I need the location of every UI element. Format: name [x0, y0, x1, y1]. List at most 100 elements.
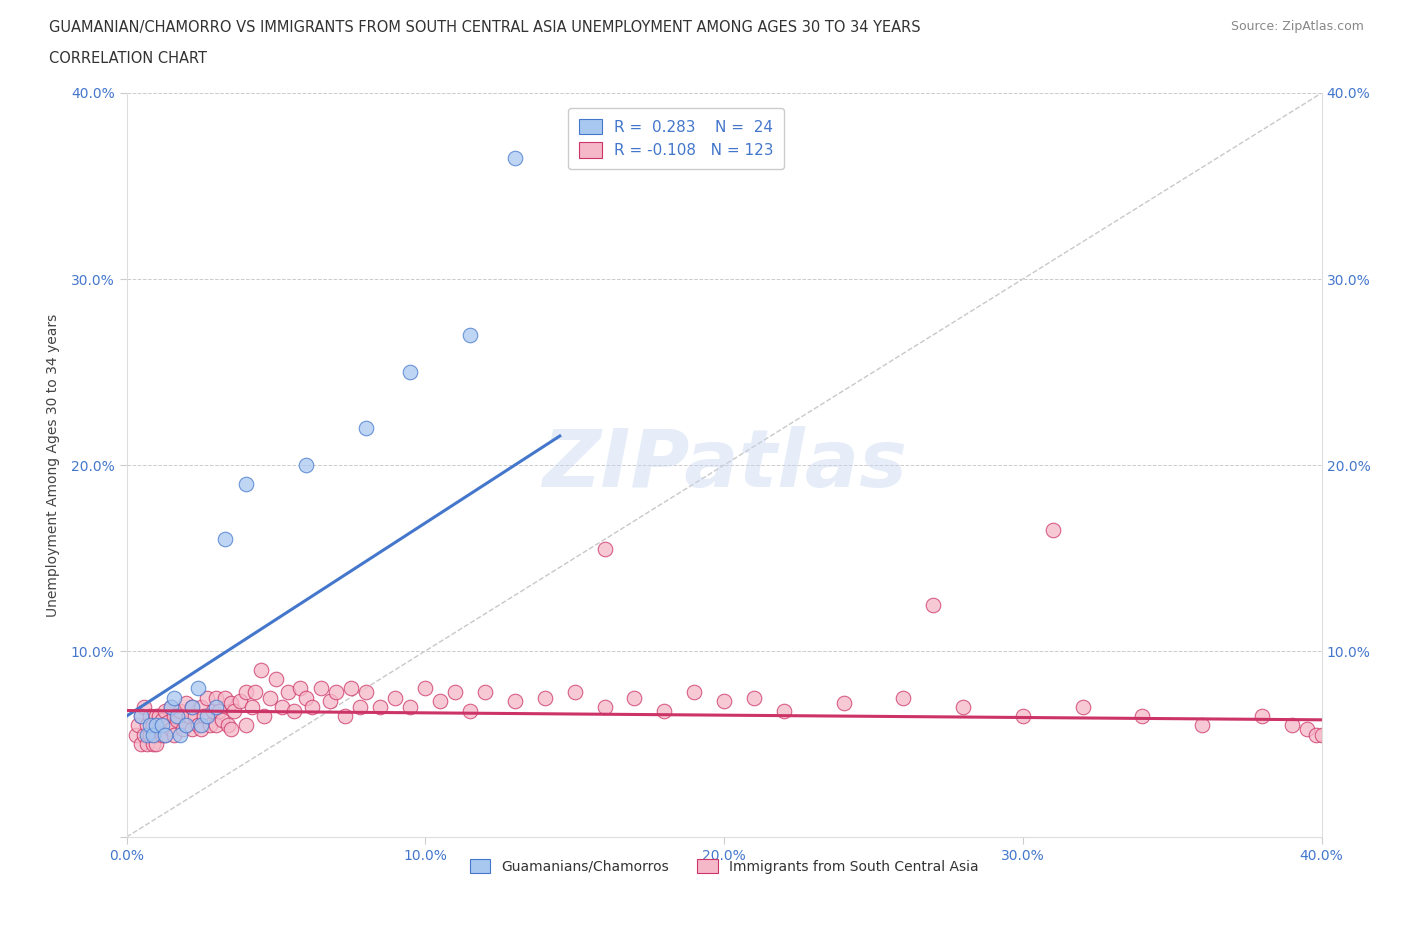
Point — [1310, 727, 1333, 742]
Point — [301, 699, 323, 714]
Point — [1251, 709, 1274, 724]
Point — [593, 699, 616, 714]
Point — [652, 703, 675, 718]
Point — [145, 727, 167, 742]
Point — [205, 690, 228, 705]
Point — [174, 718, 197, 733]
Point — [1042, 523, 1064, 538]
Point — [253, 709, 276, 724]
Point — [277, 684, 299, 699]
Point — [184, 709, 207, 724]
Point — [1281, 718, 1303, 733]
Point — [832, 696, 855, 711]
Point — [415, 681, 437, 696]
Point — [155, 727, 177, 742]
Point — [205, 699, 228, 714]
Point — [139, 727, 162, 742]
Point — [160, 722, 183, 737]
Point — [474, 684, 496, 699]
Point — [166, 712, 188, 727]
Point — [217, 718, 239, 733]
Point — [399, 365, 422, 379]
Point — [235, 684, 257, 699]
Point — [131, 737, 153, 751]
Point — [181, 699, 204, 714]
Point — [157, 714, 180, 729]
Point — [145, 718, 167, 733]
Point — [534, 690, 557, 705]
Point — [593, 541, 616, 556]
Point — [1130, 709, 1153, 724]
Point — [235, 718, 257, 733]
Point — [333, 709, 356, 724]
Text: ZIPatlas: ZIPatlas — [541, 426, 907, 504]
Point — [136, 718, 159, 733]
Point — [163, 709, 186, 724]
Point — [181, 699, 204, 714]
Point — [174, 718, 197, 733]
Point — [742, 690, 765, 705]
Point — [214, 690, 236, 705]
Point — [1191, 718, 1213, 733]
Point — [145, 737, 167, 751]
Point — [187, 718, 209, 733]
Point — [195, 690, 218, 705]
Point — [219, 722, 242, 737]
Point — [339, 681, 361, 696]
Point — [127, 718, 149, 733]
Point — [134, 699, 156, 714]
Point — [152, 712, 174, 727]
Point — [181, 722, 204, 737]
Point — [190, 718, 212, 733]
Point — [683, 684, 706, 699]
Point — [139, 709, 162, 724]
Point — [399, 699, 422, 714]
Point — [208, 703, 231, 718]
Point — [148, 709, 170, 724]
Point — [145, 709, 167, 724]
Point — [222, 703, 246, 718]
Point — [922, 597, 945, 612]
Point — [1011, 709, 1033, 724]
Point — [270, 699, 294, 714]
Point — [1071, 699, 1094, 714]
Y-axis label: Unemployment Among Ages 30 to 34 years: Unemployment Among Ages 30 to 34 years — [46, 313, 59, 617]
Point — [503, 151, 526, 166]
Point — [163, 690, 186, 705]
Text: CORRELATION CHART: CORRELATION CHART — [49, 51, 207, 66]
Point — [190, 722, 212, 737]
Point — [354, 684, 377, 699]
Point — [354, 420, 377, 435]
Point — [214, 532, 236, 547]
Point — [193, 709, 215, 724]
Point — [142, 727, 165, 742]
Point — [202, 703, 225, 718]
Point — [623, 690, 645, 705]
Point — [243, 684, 266, 699]
Point — [444, 684, 467, 699]
Point — [152, 718, 174, 733]
Point — [283, 703, 305, 718]
Point — [200, 718, 222, 733]
Point — [458, 327, 481, 342]
Point — [190, 699, 212, 714]
Point — [205, 718, 228, 733]
Point — [240, 699, 263, 714]
Text: Source: ZipAtlas.com: Source: ZipAtlas.com — [1230, 20, 1364, 33]
Point — [142, 718, 165, 733]
Point — [309, 681, 332, 696]
Point — [179, 709, 201, 724]
Point — [429, 694, 451, 709]
Point — [294, 690, 316, 705]
Point — [294, 458, 316, 472]
Point — [235, 476, 257, 491]
Point — [169, 703, 191, 718]
Point — [131, 709, 153, 724]
Point — [134, 727, 156, 742]
Point — [250, 662, 273, 677]
Point — [169, 727, 191, 742]
Point — [124, 727, 146, 742]
Point — [713, 694, 735, 709]
Point — [131, 709, 153, 724]
Point — [893, 690, 915, 705]
